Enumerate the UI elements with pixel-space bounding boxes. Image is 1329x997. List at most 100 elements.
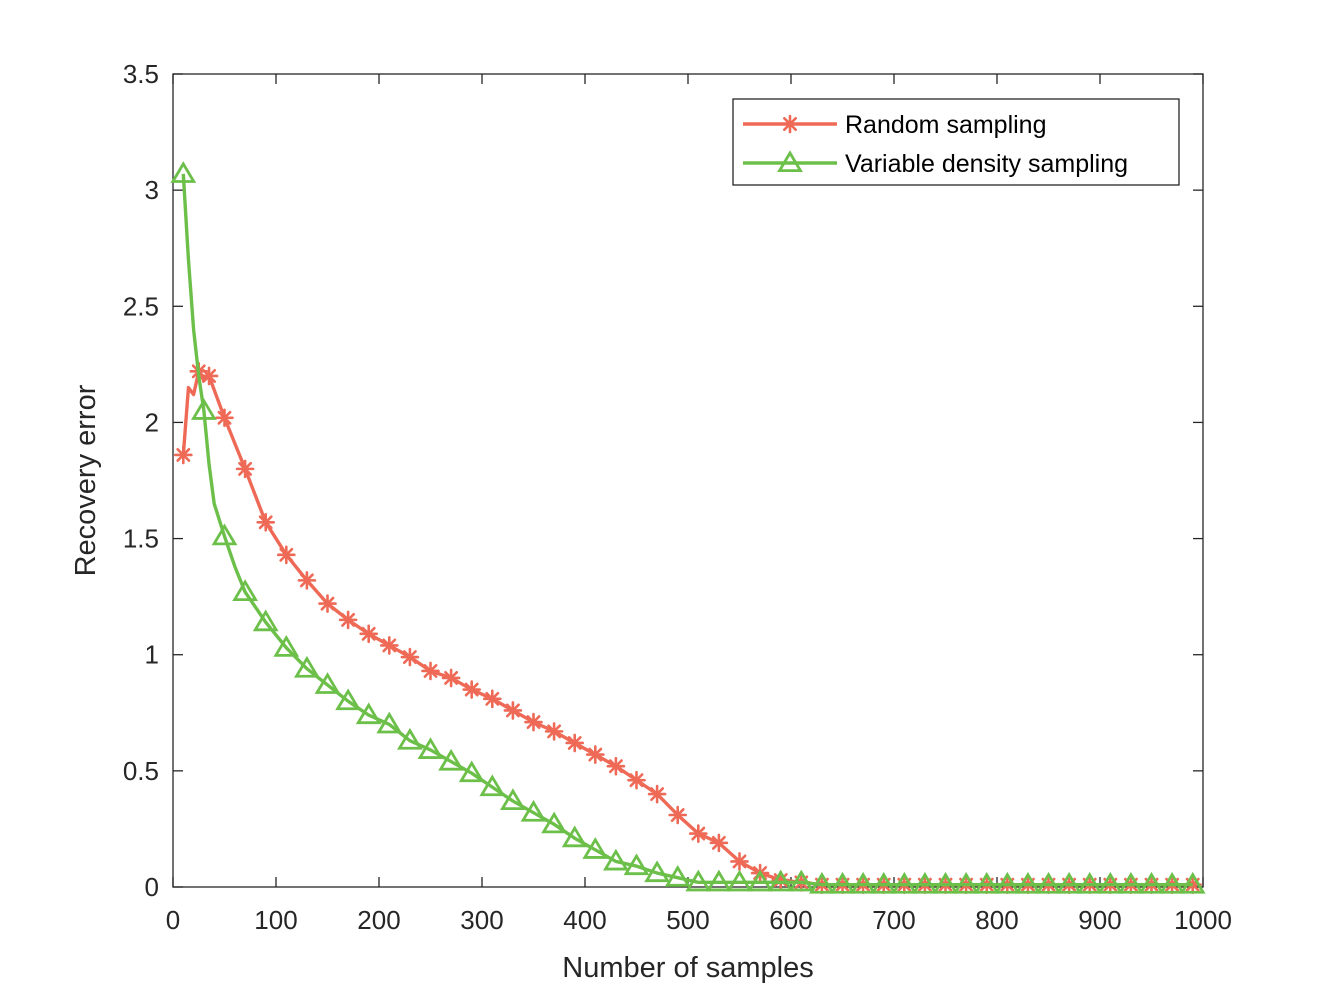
data-point (297, 571, 317, 590)
y-axis-title: Recovery error (70, 384, 102, 576)
data-point (911, 871, 938, 894)
data-point (479, 774, 506, 797)
data-point (256, 513, 276, 532)
data-point (1014, 871, 1041, 894)
data-point (355, 702, 382, 725)
data-point (788, 869, 815, 892)
data-point (252, 609, 279, 632)
y-tick-label: 0.5 (123, 756, 159, 786)
data-point (318, 594, 337, 613)
data-point (400, 647, 420, 667)
data-point (767, 869, 794, 892)
data-point (891, 871, 918, 894)
data-point (211, 523, 238, 546)
x-tick-label: 1000 (1174, 905, 1232, 935)
data-point (190, 398, 217, 420)
data-point (338, 610, 358, 630)
data-point (379, 636, 399, 655)
data-point (199, 366, 219, 386)
series-variable-density-sampling (170, 161, 1206, 894)
series-line (181, 369, 1193, 887)
data-point (1097, 871, 1124, 894)
legend-marker-triangle-icon (777, 150, 803, 173)
legend-box (732, 98, 1180, 186)
x-tick-label: 0 (166, 905, 180, 935)
y-tick-label: 2 (145, 407, 159, 437)
data-point (462, 680, 482, 699)
data-point (1179, 871, 1206, 894)
data-point (170, 161, 197, 183)
plot-area (172, 73, 1204, 888)
data-point (314, 672, 341, 694)
y-tick-label: 1 (145, 640, 159, 670)
data-point (709, 833, 729, 853)
data-point (417, 737, 444, 759)
data-point (293, 655, 320, 678)
data-point (808, 871, 835, 894)
data-point (870, 871, 897, 894)
data-point (1056, 871, 1083, 894)
data-point (438, 748, 465, 771)
data-point (1138, 871, 1165, 894)
x-tick-label: 100 (254, 905, 297, 935)
data-point (544, 722, 564, 741)
data-point (953, 871, 980, 894)
y-tick-label: 1.5 (123, 524, 159, 554)
data-point (602, 848, 629, 871)
data-point (705, 869, 732, 892)
data-point (726, 869, 753, 892)
x-axis-title: Number of samples (562, 952, 813, 984)
x-tick-label: 200 (357, 905, 400, 935)
data-point (730, 852, 749, 871)
data-point (276, 545, 296, 565)
data-point (1076, 871, 1103, 894)
plot-border (172, 73, 1204, 888)
data-point (585, 745, 605, 764)
data-point (582, 837, 609, 859)
data-point (541, 811, 568, 834)
data-point (1035, 871, 1062, 894)
x-tick-label: 300 (460, 905, 503, 935)
data-point (565, 733, 585, 753)
data-point (664, 864, 691, 887)
data-point (503, 701, 523, 720)
data-point (747, 869, 774, 892)
data-point (376, 711, 403, 734)
series-layer (170, 161, 1206, 894)
data-point (994, 871, 1021, 894)
series-line (181, 173, 1193, 887)
data-point (932, 871, 959, 894)
data-point (829, 871, 856, 894)
x-tick-label: 700 (872, 905, 915, 935)
data-point (273, 635, 300, 657)
data-point (647, 784, 667, 804)
legend-entry-variable-density-sampling: Variable density sampling (743, 150, 1128, 178)
data-point (623, 853, 650, 876)
data-point (688, 824, 708, 843)
data-point (685, 869, 712, 892)
data-point (235, 459, 255, 479)
y-tick-label: 2.5 (123, 291, 159, 321)
axis-ticks (172, 73, 1204, 888)
data-point (335, 688, 362, 711)
data-point (644, 860, 671, 883)
y-tick-label: 3 (145, 175, 159, 205)
y-tick-label: 0 (145, 872, 159, 902)
x-tick-label: 900 (1078, 905, 1121, 935)
data-point (482, 689, 502, 709)
x-tick-label: 600 (769, 905, 812, 935)
data-point (441, 668, 461, 688)
x-tick-label: 800 (975, 905, 1018, 935)
data-point (421, 661, 440, 681)
data-point (396, 727, 423, 750)
x-tick-labels: 0 100 200 300 400 500 600 700 800 900 1000 (166, 905, 1232, 935)
legend: Random sampling Variable density samplin… (732, 98, 1180, 186)
x-tick-label: 400 (563, 905, 606, 935)
series-random-sampling (174, 362, 1202, 894)
data-point (973, 871, 1000, 894)
data-point (850, 871, 877, 894)
data-point (520, 799, 547, 822)
data-point (232, 579, 259, 601)
y-tick-labels: 0 0.5 1 1.5 2 2.5 3 3.5 (123, 59, 159, 902)
